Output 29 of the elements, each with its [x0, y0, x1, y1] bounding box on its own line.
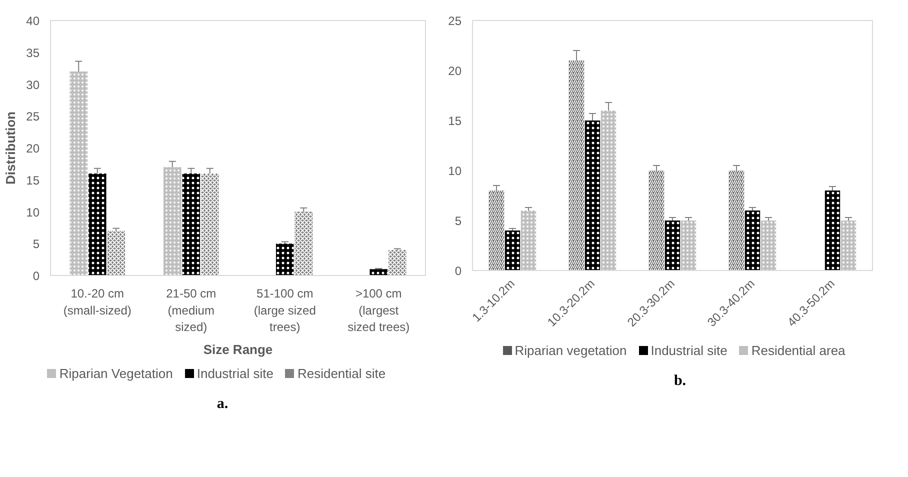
legend-label: Industrial site: [650, 343, 728, 358]
y-tick-label: 0: [32, 269, 40, 283]
x-axis-title: Size Range: [203, 342, 273, 358]
y-tick-label: 30: [26, 78, 40, 92]
text: a.: [216, 394, 228, 414]
y-tick-label: 20: [26, 142, 40, 156]
y-tick-label: 25: [26, 110, 40, 124]
y-tick-label: 0: [454, 264, 462, 278]
legend-label: Residential area: [751, 343, 846, 358]
y-tick-label: 35: [26, 46, 40, 60]
x-tick-label: 10.-20 cm (small-sized): [63, 286, 132, 318]
y-tick-label: 5: [454, 214, 462, 228]
legend-label: Residential site: [297, 366, 386, 381]
x-tick-label: 21-50 cm (medium sized): [166, 286, 216, 334]
y-tick-label: 25: [448, 14, 462, 28]
x-tick-label: 51-100 cm (large sized trees): [254, 286, 316, 334]
legend-label: Industrial site: [196, 366, 274, 381]
legend-label: Riparian Vegetation: [59, 366, 173, 381]
y-tick-label: 10: [448, 164, 462, 178]
y-tick-label: 10: [26, 205, 40, 220]
x-tick-label: >100 cm (largest sized trees): [348, 286, 410, 334]
legend-label: Riparian vegetation: [514, 343, 627, 358]
y-tick-label: 15: [448, 114, 462, 128]
y-tick-label: 5: [32, 237, 40, 252]
y-tick-label: 15: [26, 173, 40, 188]
y-tick-label: 20: [448, 64, 462, 78]
text: b.: [674, 372, 686, 391]
y-tick-label: 40: [26, 14, 40, 28]
y-axis-title: Distribution: [3, 111, 18, 184]
